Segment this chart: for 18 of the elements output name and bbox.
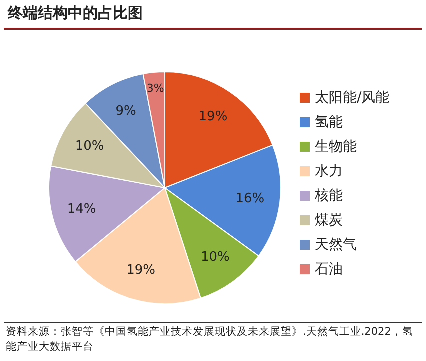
chart-title: 终端结构中的占比图 xyxy=(8,4,143,23)
data-label: 16% xyxy=(236,191,265,206)
data-label: 10% xyxy=(201,250,230,265)
data-label: 19% xyxy=(198,110,228,125)
legend-label: 水力 xyxy=(315,164,343,180)
legend-label: 煤炭 xyxy=(315,212,343,228)
data-label: 19% xyxy=(126,262,156,278)
data-label: 3% xyxy=(146,82,164,96)
data-label: 10% xyxy=(75,139,104,154)
legend-label: 天然气 xyxy=(315,237,357,253)
legend-label: 氢能 xyxy=(315,114,343,130)
data-label: 9% xyxy=(116,104,136,120)
text: 资料来源：张智等《中国氢能产业技术发展现状及未来展望》.天然气工业.2022，氢能产业大数据平台 xyxy=(6,325,414,355)
data-label: 14% xyxy=(67,202,96,217)
legend-label: 核能 xyxy=(314,188,343,204)
legend-label: 生物能 xyxy=(315,139,357,155)
legend-label: 太阳能/风能 xyxy=(315,90,390,106)
legend-label: 石油 xyxy=(315,262,343,278)
